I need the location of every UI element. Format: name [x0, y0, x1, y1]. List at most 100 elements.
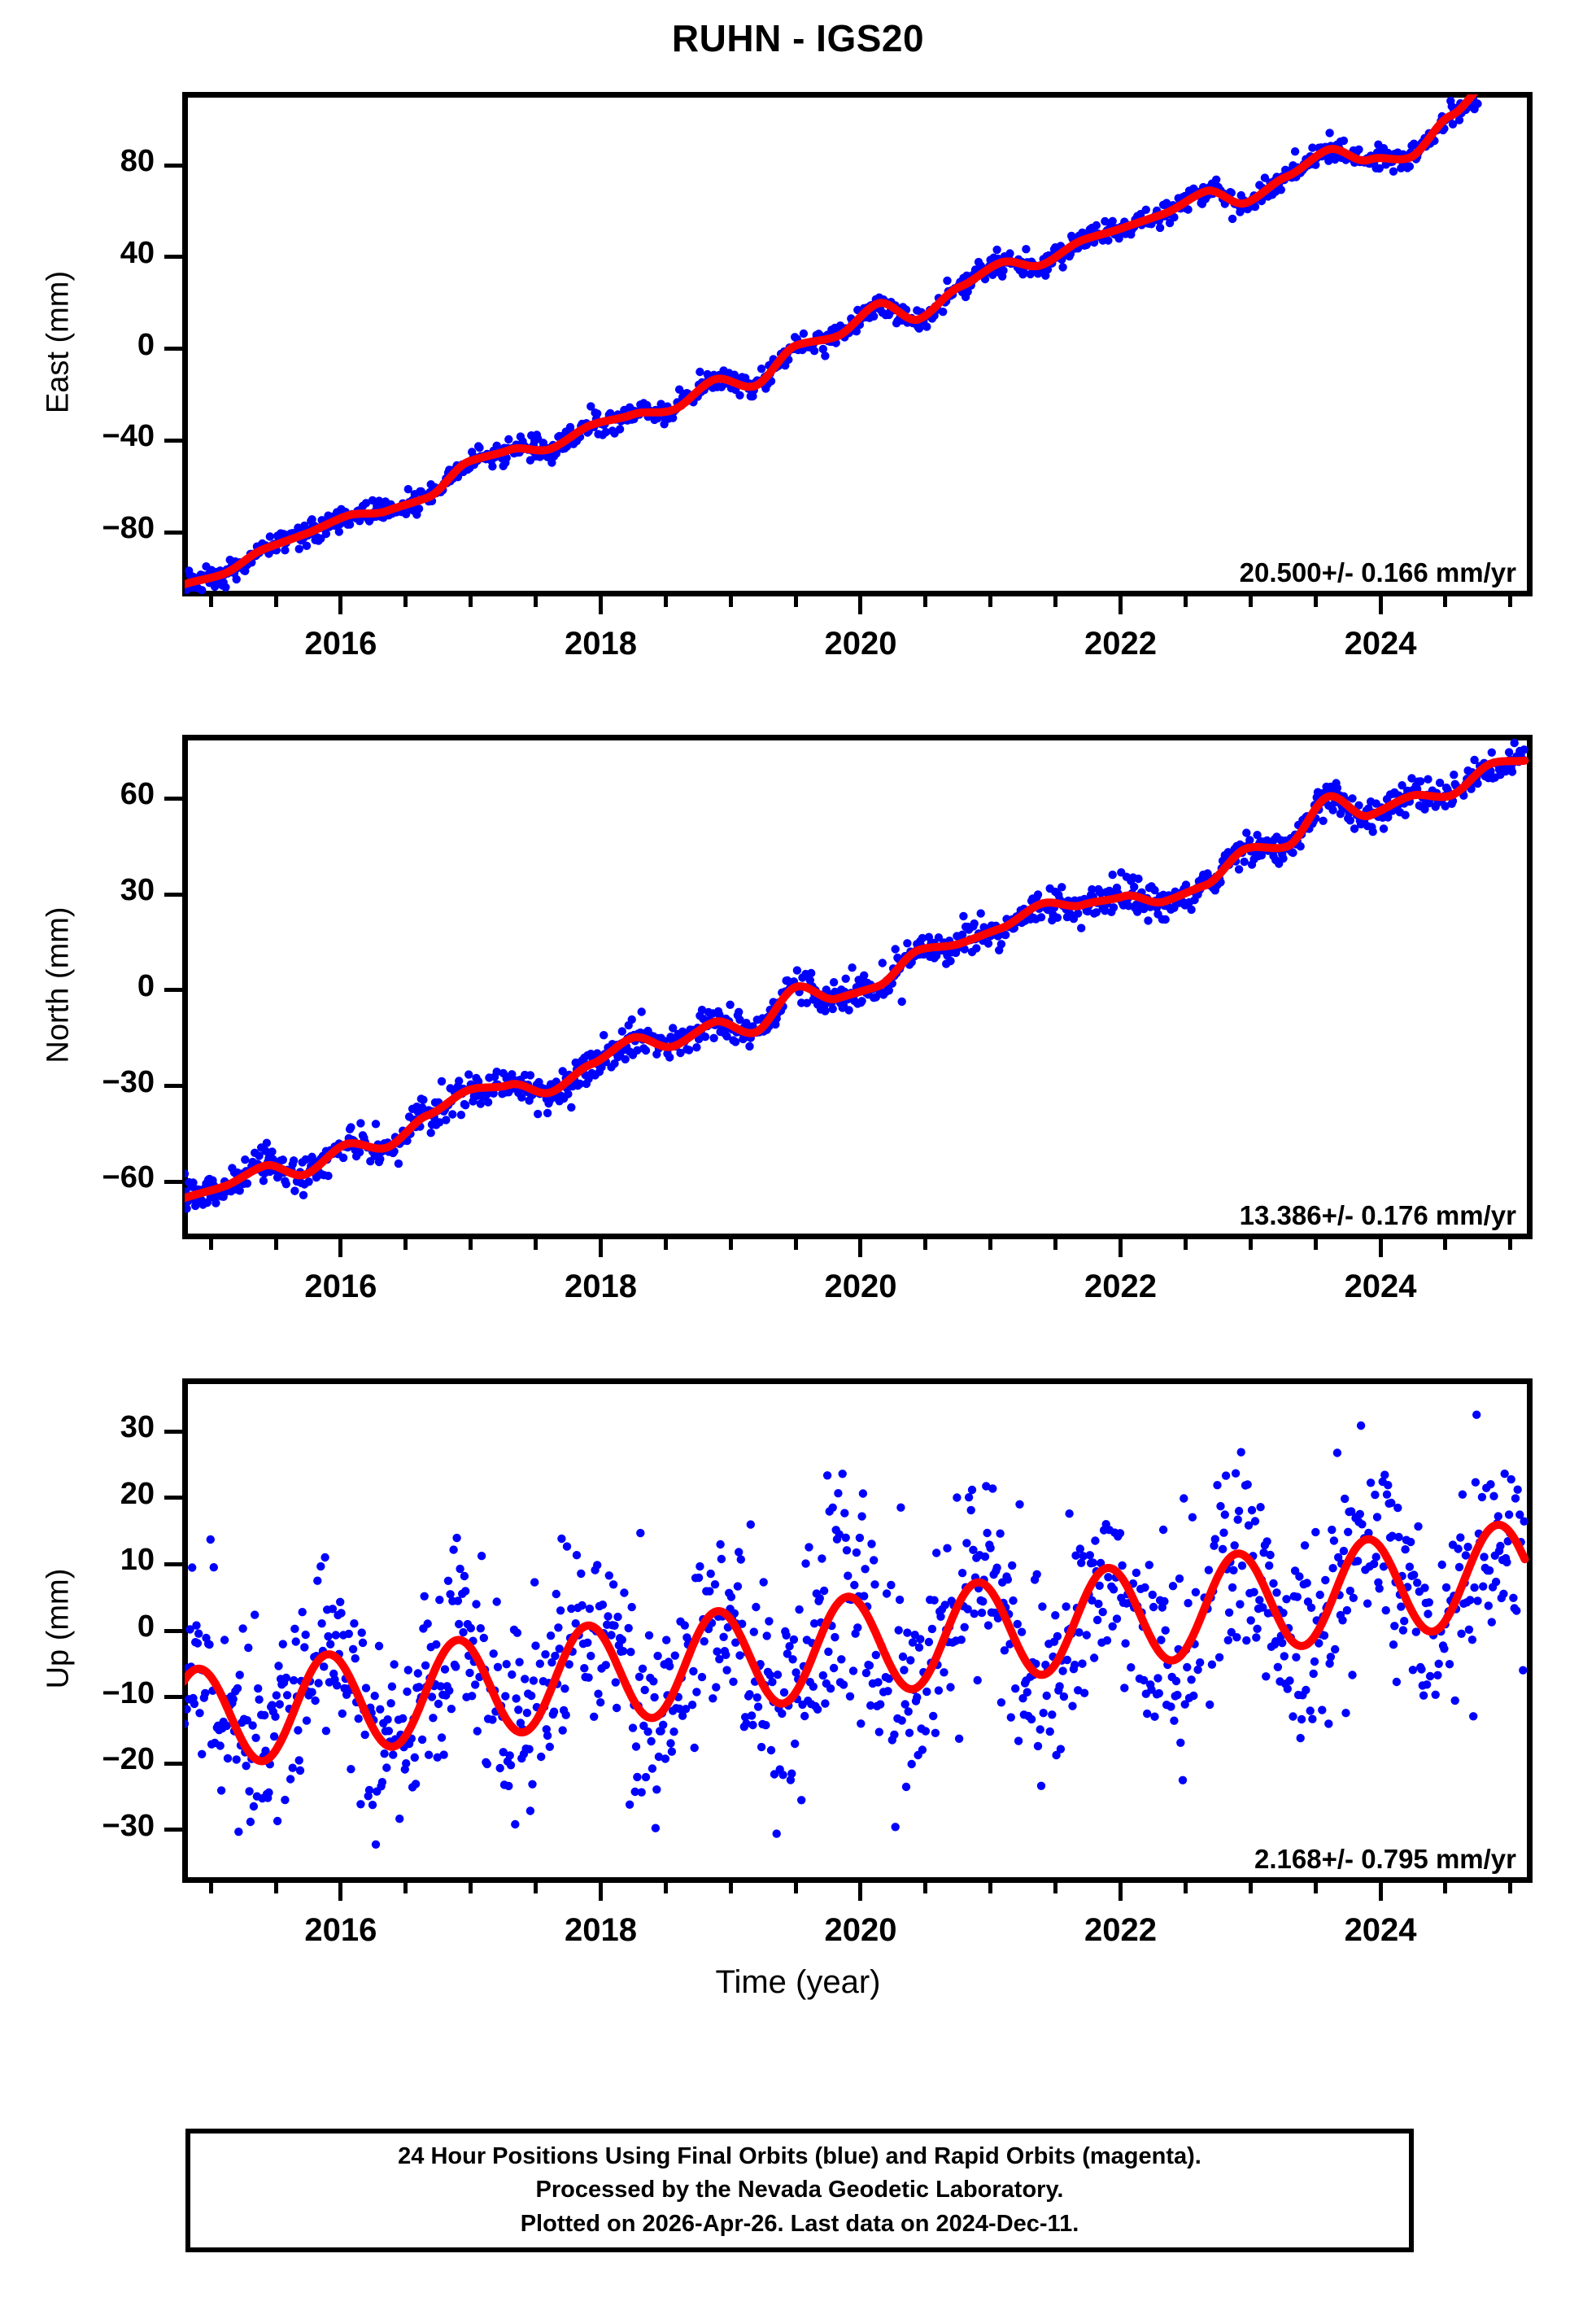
y-tick-up: [164, 1628, 182, 1633]
panel-east: −80 −40 0 40 80 East (mm) 2016 2018 2020 2022 2024…: [0, 0, 1596, 694]
x-tick-minor: [403, 1239, 408, 1250]
x-tick-minor: [1508, 1239, 1513, 1250]
y-tick-label-up: −30: [102, 1808, 155, 1843]
x-tick-minor: [1053, 1239, 1058, 1250]
panel-up: −30 −20 −10 0 10 20 30 Up (mm) 2016 2018 2020 2022 2…: [41, 1378, 1533, 1948]
x-tick-minor: [208, 596, 213, 607]
x-tick-minor: [534, 1883, 539, 1893]
x-tick-minor: [534, 596, 539, 607]
figure-caption-box: 24 Hour Positions Using Final Orbits (bl…: [185, 2129, 1414, 2252]
x-tick-major: [858, 596, 863, 614]
x-tick-minor: [1053, 596, 1058, 607]
y-tick-label-north: 0: [137, 968, 155, 1003]
x-tick-minor: [273, 1239, 278, 1250]
y-tick-east: [164, 255, 182, 260]
y-tick-label-east: 80: [120, 144, 155, 179]
y-tick-label-north: 60: [120, 777, 155, 812]
rate-annotation-north: 13.386+/- 0.176 mm/yr: [1239, 1200, 1516, 1230]
x-tick-minor: [988, 1239, 993, 1250]
x-tick-label: 2016: [304, 1269, 377, 1304]
x-tick-label: 2020: [824, 1269, 897, 1304]
y-tick-north: [164, 796, 182, 801]
x-tick-minor: [1248, 1239, 1253, 1250]
y-tick-label-up: −10: [102, 1675, 155, 1710]
x-tick-label: 2020: [824, 1912, 897, 1948]
x-tick-label: 2018: [564, 1269, 637, 1304]
x-tick-major: [598, 1239, 603, 1257]
caption-line-2: Processed by the Nevada Geodetic Laborat…: [535, 2177, 1064, 2203]
x-tick-minor: [1443, 1239, 1448, 1250]
y-tick-up: [164, 1561, 182, 1566]
rate-annotation-east: 20.500+/- 0.166 mm/yr: [1239, 557, 1516, 587]
x-tick-minor: [923, 1239, 928, 1250]
caption-line-1: 24 Hour Positions Using Final Orbits (bl…: [398, 2143, 1201, 2170]
x-tick-minor: [793, 1239, 798, 1250]
x-tick-major: [1119, 1239, 1123, 1257]
x-tick-label: 2024: [1344, 1269, 1417, 1304]
y-tick-label-up: 20: [120, 1476, 155, 1511]
y-tick-label-east: 0: [137, 327, 155, 362]
x-tick-minor: [469, 1239, 473, 1250]
x-tick-major: [858, 1239, 863, 1257]
x-tick-minor: [1053, 1883, 1058, 1893]
x-tick-minor: [728, 596, 733, 607]
x-tick-minor: [208, 1239, 213, 1250]
x-tick-minor: [923, 1883, 928, 1893]
y-tick-north: [164, 1179, 182, 1184]
panel-north: −60 −30 0 30 60 North (mm) 2016 2018 2020 2022 202…: [41, 735, 1533, 1304]
rate-annotation-up: 2.168+/- 0.795 mm/yr: [1254, 1844, 1516, 1874]
x-tick-minor: [1313, 1239, 1318, 1250]
x-tick-minor: [988, 596, 993, 607]
y-tick-label-up: −20: [102, 1742, 155, 1777]
x-tick-major: [1119, 1883, 1123, 1901]
x-tick-label: 2022: [1084, 1912, 1158, 1948]
fit-line-up: [185, 1520, 1529, 1766]
y-tick-label-up: 10: [120, 1543, 155, 1578]
x-tick-label: 2022: [1084, 1269, 1158, 1304]
y-tick-up: [164, 1695, 182, 1700]
x-tick-major: [1378, 1883, 1383, 1901]
x-tick-major: [858, 1883, 863, 1901]
y-tick-label-north: −30: [102, 1064, 155, 1099]
y-tick-east: [164, 530, 182, 535]
x-tick-minor: [1508, 1883, 1513, 1893]
y-tick-east: [164, 438, 182, 443]
x-tick-minor: [1248, 1883, 1253, 1893]
scatter-points-north: [185, 738, 1528, 1213]
caption-line-3: Plotted on 2026-Apr-26. Last data on 202…: [520, 2210, 1079, 2237]
x-axis-title: Time (year): [715, 1964, 881, 2000]
x-tick-minor: [663, 1239, 668, 1250]
x-tick-minor: [1183, 596, 1188, 607]
x-tick-minor: [1248, 596, 1253, 607]
x-tick-label: 2016: [304, 626, 377, 662]
x-tick-minor: [469, 1883, 473, 1893]
y-axis-title-up: Up (mm): [41, 1568, 76, 1689]
x-tick-label: 2018: [564, 1912, 637, 1948]
x-tick-label: 2024: [1344, 626, 1417, 662]
x-tick-minor: [793, 1883, 798, 1893]
x-tick-minor: [403, 596, 408, 607]
scatter-points-up: [185, 1410, 1528, 1849]
x-tick-minor: [988, 1883, 993, 1893]
x-tick-label: 2022: [1084, 626, 1158, 662]
page-title: RUHN - IGS20: [671, 17, 925, 59]
y-tick-label-up: 30: [120, 1410, 155, 1445]
x-tick-minor: [1443, 596, 1448, 607]
y-tick-east: [164, 347, 182, 352]
x-tick-minor: [1183, 1883, 1188, 1893]
x-tick-minor: [534, 1239, 539, 1250]
x-tick-minor: [793, 596, 798, 607]
x-tick-minor: [273, 596, 278, 607]
x-tick-minor: [1443, 1883, 1448, 1893]
x-tick-major: [338, 1239, 343, 1257]
x-tick-minor: [1508, 596, 1513, 607]
x-tick-minor: [208, 1883, 213, 1893]
x-tick-minor: [469, 596, 473, 607]
y-tick-label-north: 30: [120, 873, 155, 908]
y-tick-north: [164, 892, 182, 897]
x-tick-major: [1119, 596, 1123, 614]
x-tick-label: 2018: [564, 626, 637, 662]
